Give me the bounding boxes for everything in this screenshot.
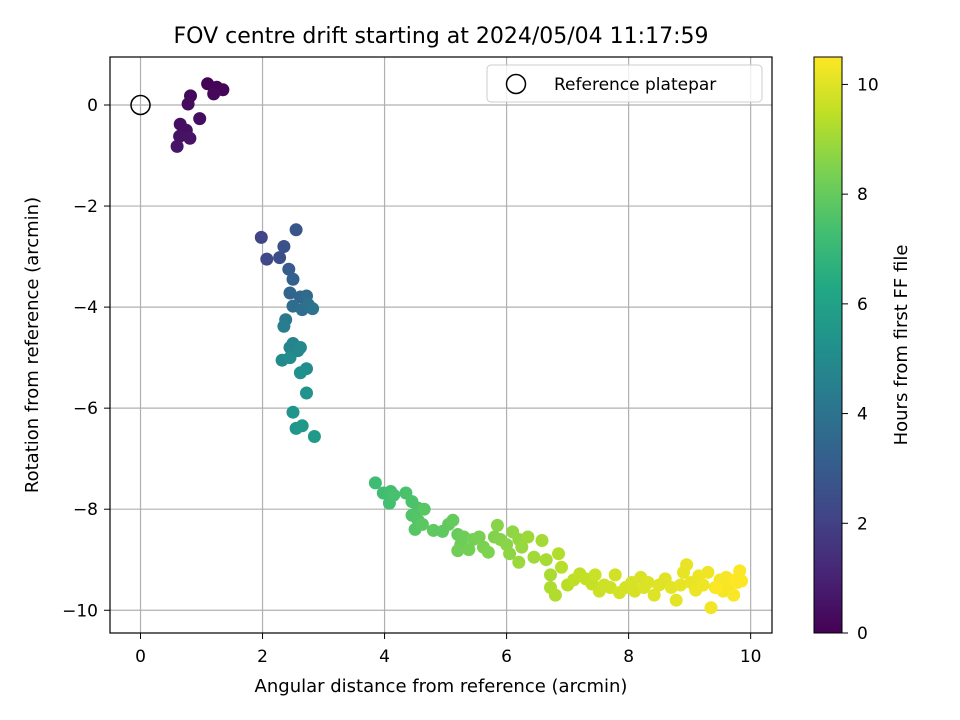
- y-tick-label: −6: [73, 399, 98, 419]
- data-point: [728, 573, 742, 587]
- data-point: [193, 112, 207, 126]
- data-point: [535, 534, 549, 547]
- data-point: [173, 129, 187, 143]
- data-point: [415, 517, 429, 531]
- data-point: [181, 97, 195, 111]
- legend-reference-marker: [505, 73, 527, 95]
- data-point: [451, 544, 465, 558]
- data-point: [368, 476, 382, 490]
- data-point: [539, 553, 553, 567]
- colorbar-tick-label: 10: [857, 75, 879, 95]
- data-point: [710, 581, 724, 594]
- data-point: [283, 286, 297, 300]
- data-point: [472, 530, 486, 544]
- x-tick-label: 4: [379, 647, 390, 667]
- plot-frame: [109, 56, 773, 634]
- data-point: [481, 545, 495, 559]
- x-tick-label: 0: [135, 647, 146, 667]
- colorbar-tick-label: 0: [857, 624, 868, 644]
- grid: [110, 57, 772, 633]
- data-point: [674, 578, 687, 592]
- data-point: [548, 588, 562, 602]
- legend-box: [486, 64, 763, 103]
- y-tick-label: −10: [62, 601, 98, 621]
- data-point: [696, 578, 710, 592]
- y-tick-label: −8: [73, 500, 98, 520]
- data-point: [704, 601, 718, 615]
- legend-reference-label: Reference platepar: [554, 75, 716, 95]
- data-point: [183, 131, 197, 145]
- data-point: [260, 252, 274, 266]
- data-point: [307, 430, 321, 443]
- x-tick-label: 8: [623, 647, 634, 667]
- data-point: [277, 319, 291, 333]
- data-point: [727, 588, 741, 602]
- data-point: [544, 568, 557, 582]
- data-point: [503, 547, 517, 561]
- x-tick-label: 2: [257, 647, 268, 667]
- colorbar-gradient: [813, 56, 843, 634]
- data-point: [552, 547, 565, 561]
- data-point: [669, 593, 683, 607]
- data-point: [254, 230, 268, 244]
- y-tick-label: −2: [73, 197, 98, 217]
- data-point: [608, 568, 622, 582]
- chart-title: FOV centre drift starting at 2024/05/04 …: [174, 24, 709, 49]
- data-point: [277, 240, 291, 253]
- colorbar-tick-label: 4: [857, 405, 868, 425]
- x-tick-label: 6: [501, 647, 512, 667]
- data-point: [293, 366, 307, 380]
- data-point: [555, 560, 568, 574]
- y-axis-label: Rotation from reference (arcmin): [22, 197, 43, 493]
- data-point: [462, 543, 476, 557]
- colorbar-tick-label: 8: [857, 185, 868, 205]
- data-point: [527, 550, 541, 564]
- data-point: [282, 262, 296, 276]
- colorbar-tick-label: 2: [857, 514, 868, 534]
- data-point: [293, 341, 307, 354]
- data-point: [387, 488, 401, 502]
- data-point: [286, 272, 300, 286]
- data-point: [273, 251, 287, 265]
- reference-platepar-point: [130, 94, 151, 116]
- data-point: [446, 513, 460, 527]
- data-point: [680, 558, 694, 572]
- x-tick-label: 10: [740, 647, 762, 667]
- x-axis-label: Angular distance from reference (arcmin): [255, 676, 628, 697]
- data-point: [512, 555, 526, 569]
- data-point: [515, 540, 529, 554]
- data-point: [300, 386, 313, 400]
- y-tick-label: 0: [87, 96, 98, 116]
- data-point: [207, 87, 221, 101]
- data-point: [283, 351, 297, 365]
- colorbar-tick-label: 6: [857, 295, 868, 315]
- colorbar-label: Hours from first FF file: [891, 245, 912, 446]
- y-axis: 0 −2 −4 −6 −8 −10: [62, 96, 110, 621]
- data-point: [306, 302, 320, 316]
- data-point: [588, 568, 602, 582]
- colorbar: 0 2 4 6 8 10 Hours from first FF file: [813, 56, 912, 644]
- data-point: [286, 405, 300, 419]
- data-points: [130, 77, 748, 615]
- data-point: [295, 419, 309, 433]
- data-point: [490, 518, 504, 532]
- legend: Reference platepar: [486, 64, 763, 103]
- x-axis: 0 2 4 6 8 10: [135, 633, 761, 667]
- data-point: [417, 502, 431, 516]
- data-point: [701, 565, 715, 579]
- y-tick-label: −4: [73, 298, 98, 318]
- data-point: [641, 576, 655, 589]
- data-point: [521, 530, 535, 544]
- colorbar-ticks: 0 2 4 6 8 10: [842, 75, 879, 644]
- data-point: [647, 588, 661, 602]
- data-point: [289, 223, 303, 237]
- data-point: [170, 139, 184, 153]
